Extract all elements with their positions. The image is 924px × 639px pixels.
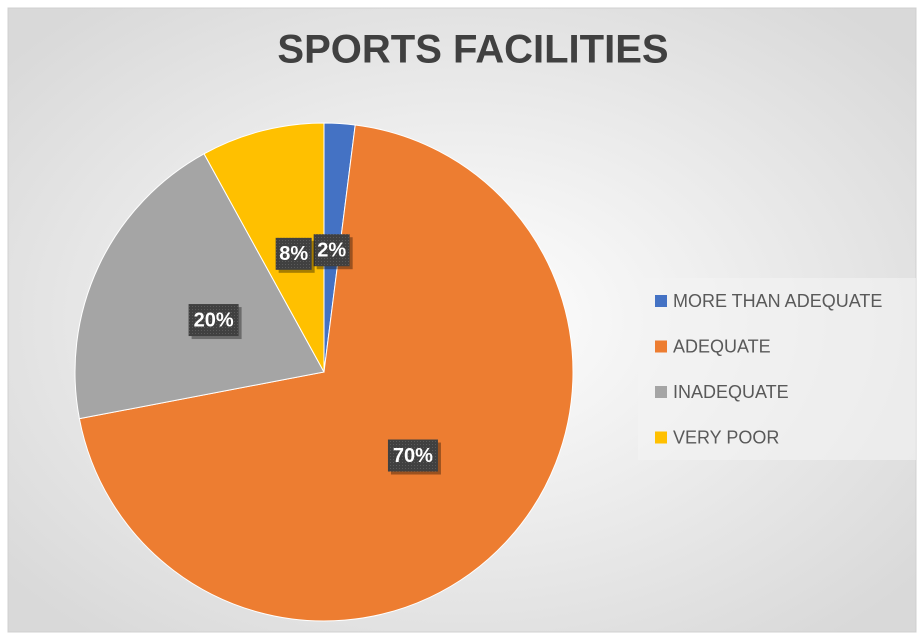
legend-box [638,278,916,460]
data-label: 70% [393,445,433,467]
data-label: 8% [279,243,308,265]
legend-swatch [655,431,667,444]
legend-label: ADEQUATE [673,336,771,356]
data-label: 2% [317,240,346,262]
legend-swatch [655,386,667,398]
legend-label: VERY POOR [673,427,779,447]
pie-slice [78,124,574,622]
legend-label: MORE THAN ADEQUATE [673,291,882,311]
data-label-box [313,234,350,267]
data-label-box [387,439,438,472]
chart-title: SPORTS FACILITIES [277,28,668,72]
data-label-box [188,304,239,337]
legend-swatch [655,295,667,307]
pie-slice [203,122,325,373]
data-label: 20% [194,309,234,331]
data-label-box [275,237,312,270]
legend-swatch [655,340,667,353]
pie-slice [74,153,325,420]
legend-label: INADEQUATE [673,382,789,402]
